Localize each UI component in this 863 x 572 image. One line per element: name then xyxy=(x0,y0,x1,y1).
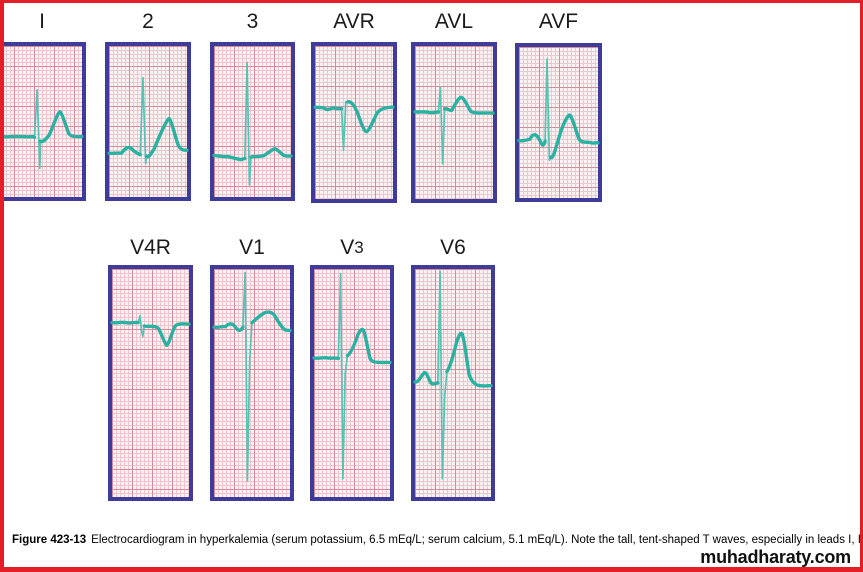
ecg-trace xyxy=(109,118,187,156)
ecg-panel-lead-3 xyxy=(210,42,295,201)
ecg-trace xyxy=(0,112,82,142)
lead-label-3: 3 xyxy=(210,6,295,34)
lead-label-avr: AVR xyxy=(311,6,397,34)
ecg-panel-v4r xyxy=(108,265,193,501)
lead-label-1: I xyxy=(4,6,80,34)
ecg-qrs-spike xyxy=(243,272,252,481)
lead-label-avf: AVF xyxy=(515,6,602,34)
ecg-panel-lead-2 xyxy=(105,42,191,201)
lead-label-v6-text: V6 xyxy=(440,236,466,259)
ecg-qrs-spike xyxy=(438,87,444,164)
ecg-panel-avr xyxy=(311,42,397,203)
ecg-trace xyxy=(214,149,291,160)
ecg-qrs-spike xyxy=(245,63,251,185)
lead-label-v4r-text: V4R xyxy=(130,236,171,259)
lead-label-avl-text: AVL xyxy=(434,10,474,33)
ecg-trace xyxy=(415,333,491,386)
ecg-panel-avl xyxy=(411,42,497,203)
ecg-qrs-spike xyxy=(138,316,144,337)
lead-label-v6: V6 xyxy=(411,232,495,260)
ecg-panel-lead-1 xyxy=(0,42,86,201)
figure-caption: Figure 423-13 Electrocardiogram in hyperk… xyxy=(12,533,860,550)
ecg-qrs-spike xyxy=(338,274,347,479)
lead-label-3-text: 3 xyxy=(246,10,259,33)
lead-label-2: 2 xyxy=(105,6,191,34)
figure-caption-number: Figure 423-13 xyxy=(12,534,87,546)
ecg-panel-v6 xyxy=(411,265,495,501)
lead-label-v4r: V4R xyxy=(108,232,193,260)
ecg-panel-avf xyxy=(515,43,602,202)
figure-caption-text: Electrocardiogram in hyperkalemia (serum… xyxy=(91,534,863,546)
ecg-qrs-spike xyxy=(34,90,40,169)
ecg-qrs-spike xyxy=(140,78,146,164)
lead-label-v1-text: V1 xyxy=(239,236,265,259)
ecg-trace xyxy=(314,329,390,362)
ecg-trace xyxy=(519,115,598,158)
lead-label-avr-text: AVR xyxy=(333,10,375,33)
lead-label-avf-text: AVF xyxy=(538,10,579,33)
lead-label-v3-sub: 3 xyxy=(354,238,364,257)
watermark-site-name: muhadharaty.com xyxy=(700,547,851,567)
ecg-panel-v1 xyxy=(210,265,294,501)
lead-label-1-text: I xyxy=(39,10,45,33)
lead-label-v1: V1 xyxy=(210,232,294,260)
ecg-qrs-spike xyxy=(438,271,447,478)
ecg-trace xyxy=(214,312,290,331)
ecg-trace xyxy=(112,322,189,345)
ecg-panel-v3 xyxy=(310,265,394,501)
ecg-qrs-spike xyxy=(545,59,551,160)
lead-label-avl: AVL xyxy=(411,6,497,34)
ecg-trace xyxy=(315,102,393,132)
lead-label-v3-text: V xyxy=(340,236,355,259)
lead-label-2-text: 2 xyxy=(142,10,154,33)
ecg-trace xyxy=(415,97,493,113)
